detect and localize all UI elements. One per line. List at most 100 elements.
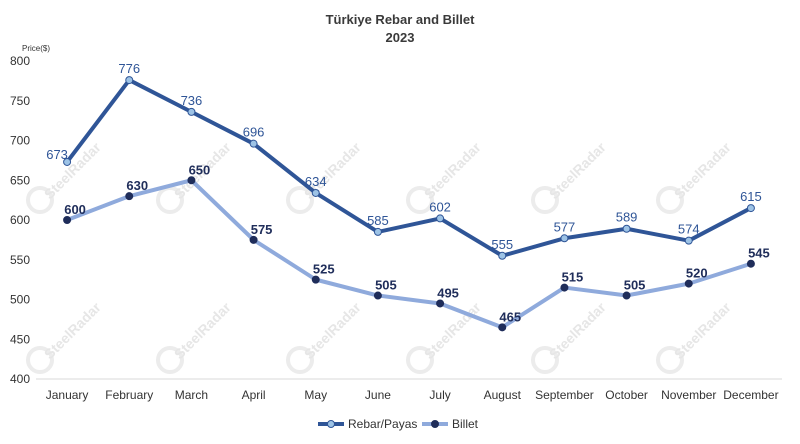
x-tick-label: March [175, 388, 208, 402]
watermark-mark: SteelRadar [531, 299, 609, 374]
x-tick-label: January [46, 388, 89, 402]
data-label-rebar: 696 [243, 125, 265, 140]
data-label-billet: 505 [375, 278, 397, 293]
x-tick-label: December [723, 388, 778, 402]
data-label-billet: 525 [313, 262, 335, 277]
data-label-rebar: 585 [367, 213, 389, 228]
data-point [373, 291, 382, 300]
watermark-text: SteelRadar [41, 299, 104, 362]
data-label-billet: 505 [624, 278, 646, 293]
data-point [125, 192, 134, 201]
data-label-billet: 575 [251, 222, 273, 237]
watermark-text: SteelRadar [546, 139, 609, 202]
data-point [311, 188, 320, 197]
x-tick-label: September [535, 388, 594, 402]
data-point [187, 107, 196, 116]
x-tick-label: June [365, 388, 391, 402]
y-tick-label: 400 [10, 372, 30, 386]
y-tick-label: 600 [10, 213, 30, 227]
legend-label: Rebar/Payas [348, 417, 417, 431]
data-label-billet: 520 [686, 266, 708, 281]
data-label-billet: 515 [562, 270, 584, 285]
data-point [249, 139, 258, 148]
data-label-billet: 650 [189, 162, 211, 177]
x-tick-label: August [484, 388, 522, 402]
watermark-text: SteelRadar [301, 139, 364, 202]
y-tick-label: 700 [10, 134, 30, 148]
data-label-billet: 545 [748, 246, 770, 261]
data-point [622, 224, 631, 233]
watermark-text: SteelRadar [671, 299, 734, 362]
data-point [684, 279, 693, 288]
x-tick-label: November [661, 388, 716, 402]
y-tick-label: 550 [10, 253, 30, 267]
watermark-mark: SteelRadar [406, 299, 484, 374]
legend-marker [327, 420, 335, 428]
y-tick-label: 500 [10, 293, 30, 307]
data-point [436, 299, 445, 308]
watermark-text: SteelRadar [301, 299, 364, 362]
watermark-layer: SteelRadar SteelRadar SteelRadar SteelRadar… [26, 139, 734, 374]
x-tick-label: July [429, 388, 450, 402]
watermark-mark: SteelRadar [286, 299, 364, 374]
x-tick-label: April [242, 388, 266, 402]
data-point [249, 235, 258, 244]
watermark-text: SteelRadar [671, 139, 734, 202]
x-tick-label: February [105, 388, 153, 402]
watermark-text: SteelRadar [171, 299, 234, 362]
series-line [66, 178, 752, 330]
x-tick-label: May [304, 388, 327, 402]
legend-marker [431, 420, 439, 428]
data-point [560, 234, 569, 243]
data-label-rebar: 776 [118, 61, 140, 76]
y-tick-label: 750 [10, 94, 30, 108]
data-label-rebar: 577 [554, 219, 576, 234]
chart-title: Türkiye Rebar and Billet [326, 12, 475, 27]
data-label-rebar: 673 [46, 147, 68, 162]
chart-subtitle: 2023 [386, 30, 415, 45]
data-point [622, 291, 631, 300]
watermark-text: SteelRadar [546, 299, 609, 362]
data-point [311, 275, 320, 284]
legend-label: Billet [452, 417, 479, 431]
legend-item: Billet [422, 417, 479, 431]
y-axis-ticks: 400 450 500 550 600 650 700 750 800 [10, 54, 30, 386]
data-point [187, 176, 196, 185]
data-label-rebar: 634 [305, 174, 327, 189]
watermark-mark: SteelRadar [656, 299, 734, 374]
data-point [63, 216, 72, 224]
data-point [498, 251, 507, 260]
data-label-billet: 630 [126, 178, 148, 193]
data-point [436, 214, 445, 223]
data-point [125, 76, 134, 85]
x-tick-label: October [605, 388, 648, 402]
watermark-mark: SteelRadar [531, 139, 609, 214]
data-point [63, 157, 72, 166]
data-label-rebar: 736 [181, 93, 203, 108]
y-tick-label: 650 [10, 173, 30, 187]
data-label-rebar: 602 [429, 199, 451, 214]
series-layer: 673 776 736 696 634 585 602 555 577 589 574 615 600 6… [46, 61, 770, 332]
data-point [746, 204, 755, 213]
legend: Rebar/Payas Billet [318, 417, 479, 431]
series-rebar-payas [63, 76, 755, 260]
data-label-billet: 600 [64, 202, 86, 217]
data-point [684, 236, 693, 245]
series-billet [63, 176, 755, 332]
y-tick-label: 800 [10, 54, 30, 68]
data-point [373, 227, 382, 236]
watermark-mark: SteelRadar [656, 139, 734, 214]
x-axis-ticks: January February March April May June July Augu… [46, 388, 779, 402]
data-label-rebar: 615 [740, 189, 762, 204]
watermark-text: SteelRadar [421, 139, 484, 202]
data-point [560, 283, 569, 292]
watermark-mark: SteelRadar [156, 299, 234, 374]
data-point [498, 323, 507, 332]
legend-item: Rebar/Payas [318, 417, 417, 431]
data-point [746, 259, 755, 268]
watermark-mark: SteelRadar [26, 299, 104, 374]
series-line [65, 78, 752, 258]
data-label-billet: 465 [499, 309, 521, 324]
